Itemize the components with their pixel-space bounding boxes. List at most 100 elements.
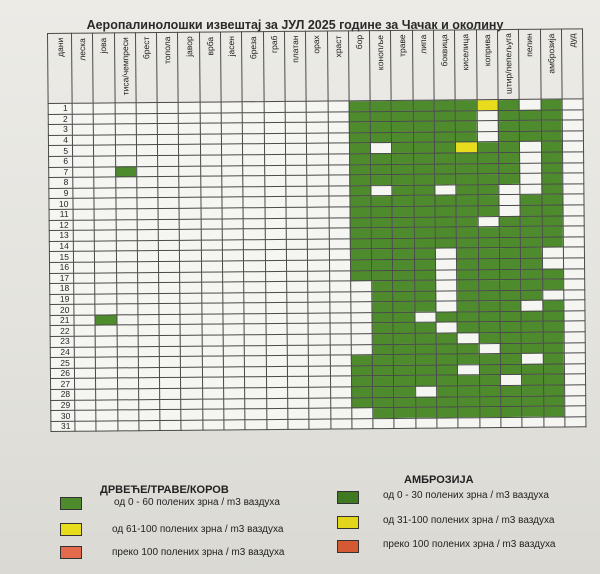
table-cell (285, 164, 308, 176)
table-cell (245, 408, 267, 420)
table-cell (477, 205, 500, 217)
table-cell (264, 143, 286, 155)
table-cell (73, 283, 96, 294)
table-cell (541, 215, 564, 227)
table-cell (286, 281, 309, 293)
table-cell (308, 344, 330, 356)
table-cell (138, 388, 160, 400)
table-cell (413, 206, 436, 217)
table-cell (138, 399, 160, 410)
table-cell (478, 332, 501, 344)
table-cell (308, 323, 330, 335)
day-number: 16 (49, 262, 74, 273)
table-cell (351, 376, 373, 387)
table-cell (562, 109, 584, 121)
table-cell (519, 99, 541, 110)
table-cell (116, 346, 139, 358)
table-cell (455, 131, 478, 143)
day-number: 27 (50, 379, 75, 390)
column-header-label: дуд (566, 33, 578, 48)
day-number: 11 (49, 209, 74, 221)
table-cell (414, 322, 437, 334)
table-cell (95, 335, 117, 347)
table-cell (477, 194, 499, 206)
table-cell (306, 164, 329, 176)
table-cell (221, 175, 244, 187)
table-cell (266, 419, 288, 431)
table-cell (563, 257, 585, 269)
table-cell (178, 123, 201, 135)
table-cell (264, 186, 286, 197)
legend-label: од 0 - 60 полених зрна / m3 ваздуха (114, 497, 280, 508)
column-header-label: храст (332, 35, 343, 58)
table-cell (542, 353, 565, 365)
table-cell (541, 204, 563, 216)
table-cell (414, 248, 436, 260)
table-cell (159, 303, 181, 315)
table-cell (242, 101, 264, 113)
table-cell (330, 397, 352, 409)
table-cell (287, 397, 310, 409)
table-cell (455, 142, 478, 153)
table-cell (479, 396, 501, 407)
table-cell (115, 198, 137, 209)
table-cell (563, 247, 585, 258)
column-header-label: брест (141, 37, 152, 60)
table-cell (328, 217, 351, 229)
column-header-label: топола (162, 36, 173, 65)
table-cell (117, 378, 139, 389)
table-cell (436, 322, 458, 334)
column-header: липа (412, 30, 435, 101)
table-cell (414, 280, 436, 291)
table-cell (74, 420, 97, 432)
day-number: 6 (48, 156, 73, 168)
table-cell (244, 366, 267, 378)
table-cell (114, 123, 137, 135)
table-cell (521, 321, 543, 333)
table-cell (308, 291, 330, 303)
table-cell (157, 112, 179, 124)
table-cell (180, 356, 203, 368)
table-cell (94, 198, 116, 210)
table-cell (286, 238, 308, 250)
table-cell (478, 258, 500, 270)
table-cell (371, 227, 393, 239)
table-cell (116, 325, 139, 336)
table-cell (263, 101, 286, 113)
table-cell (478, 343, 501, 354)
table-cell (540, 120, 563, 131)
table-cell (223, 366, 245, 378)
table-cell (115, 240, 138, 252)
table-cell (138, 409, 161, 421)
table-cell (242, 133, 265, 145)
table-cell (266, 387, 288, 399)
table-cell (500, 417, 523, 428)
table-cell (370, 164, 393, 175)
table-cell (136, 123, 158, 135)
table-cell (520, 279, 543, 291)
table-cell (456, 216, 478, 228)
table-cell (117, 367, 139, 379)
table-cell (244, 281, 266, 293)
table-cell (223, 419, 246, 431)
table-cell (434, 110, 456, 122)
table-cell (540, 109, 563, 121)
table-cell (286, 228, 308, 240)
table-cell (93, 166, 116, 178)
table-cell (159, 409, 182, 421)
table-cell (351, 354, 373, 366)
table-cell (264, 217, 287, 229)
table-cell (180, 335, 203, 347)
table-cell (137, 303, 160, 315)
table-cell (93, 145, 116, 157)
table-cell (200, 207, 223, 219)
table-cell (307, 175, 329, 186)
table-cell (500, 353, 522, 365)
table-cell (478, 269, 500, 280)
table-cell (328, 175, 350, 186)
table-cell (287, 376, 309, 388)
table-cell (243, 228, 265, 240)
table-cell (413, 153, 435, 164)
table-cell (370, 100, 392, 112)
table-cell (392, 227, 415, 239)
